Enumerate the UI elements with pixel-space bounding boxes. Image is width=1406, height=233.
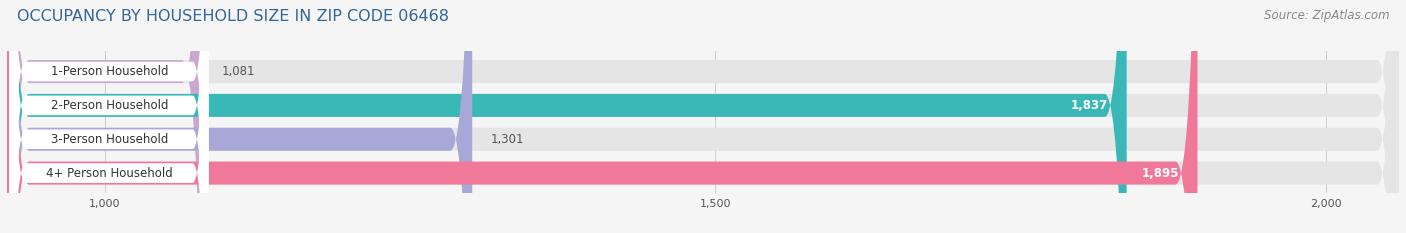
FancyBboxPatch shape <box>7 0 1126 233</box>
FancyBboxPatch shape <box>10 0 208 233</box>
Text: OCCUPANCY BY HOUSEHOLD SIZE IN ZIP CODE 06468: OCCUPANCY BY HOUSEHOLD SIZE IN ZIP CODE … <box>17 9 449 24</box>
Text: 3-Person Household: 3-Person Household <box>51 133 169 146</box>
FancyBboxPatch shape <box>7 0 1399 233</box>
FancyBboxPatch shape <box>10 0 208 233</box>
FancyBboxPatch shape <box>10 0 208 233</box>
Text: 4+ Person Household: 4+ Person Household <box>46 167 173 180</box>
FancyBboxPatch shape <box>7 0 1399 233</box>
FancyBboxPatch shape <box>10 0 208 233</box>
Text: 1-Person Household: 1-Person Household <box>51 65 169 78</box>
Text: 1,301: 1,301 <box>491 133 524 146</box>
FancyBboxPatch shape <box>7 0 204 233</box>
Text: 2-Person Household: 2-Person Household <box>51 99 169 112</box>
FancyBboxPatch shape <box>7 0 1399 233</box>
FancyBboxPatch shape <box>7 0 1399 233</box>
Text: Source: ZipAtlas.com: Source: ZipAtlas.com <box>1264 9 1389 22</box>
Text: 1,895: 1,895 <box>1142 167 1180 180</box>
FancyBboxPatch shape <box>7 0 472 233</box>
FancyBboxPatch shape <box>7 0 1198 233</box>
Text: 1,081: 1,081 <box>222 65 256 78</box>
Text: 1,837: 1,837 <box>1071 99 1108 112</box>
